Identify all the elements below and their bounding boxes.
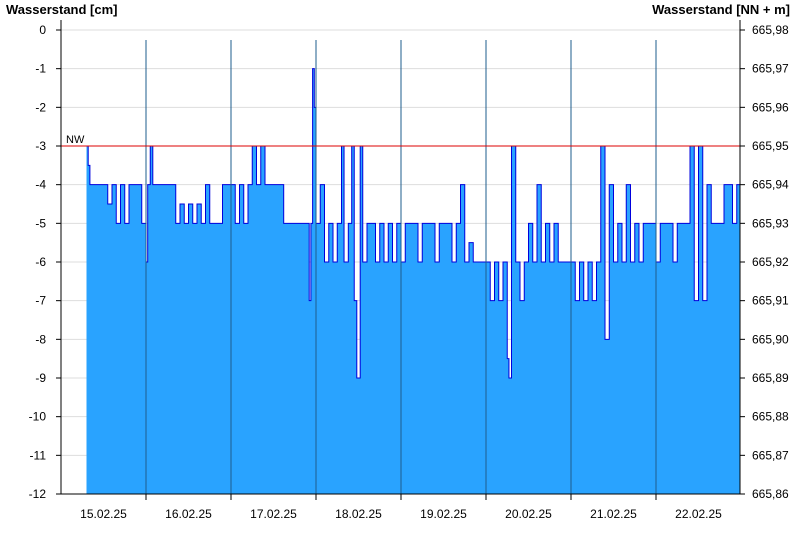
right-y-axis: 665,98 665,97 665,96 665,95 665,94 665,93 665,… xyxy=(739,20,789,501)
x-date-label: 20.02.25 xyxy=(505,507,552,521)
left-y-axis: 0 -1 -2 -3 -4 -5 -6 -7 -8 -9 -10 -11 -12 xyxy=(29,20,62,501)
right-tick-label: 665,97 xyxy=(752,62,789,76)
left-axis-title: Wasserstand [cm] xyxy=(6,2,118,17)
left-tick-label: -1 xyxy=(35,62,46,76)
right-tick-label: 665,86 xyxy=(752,487,789,501)
x-date-label: 15.02.25 xyxy=(80,507,127,521)
left-tick-label: -4 xyxy=(35,178,46,192)
left-tick-label: -9 xyxy=(35,371,46,385)
x-date-label: 17.02.25 xyxy=(250,507,297,521)
right-tick-label: 665,87 xyxy=(752,448,789,462)
area-series xyxy=(86,68,741,495)
left-tick-label: -6 xyxy=(35,255,46,269)
left-tick-label: -7 xyxy=(35,294,46,308)
left-tick-label: 0 xyxy=(39,23,46,37)
right-axis-title: Wasserstand [NN + m] xyxy=(652,2,790,17)
left-tick-label: -3 xyxy=(35,139,46,153)
right-tick-label: 665,98 xyxy=(752,23,789,37)
x-date-label: 21.02.25 xyxy=(590,507,637,521)
right-tick-label: 665,89 xyxy=(752,371,789,385)
left-tick-label: -2 xyxy=(35,100,46,114)
x-date-label: 16.02.25 xyxy=(165,507,212,521)
area-fill xyxy=(86,68,740,495)
nw-label: NW xyxy=(66,134,85,146)
right-tick-label: 665,93 xyxy=(752,216,789,230)
left-tick-label: -11 xyxy=(30,448,47,462)
right-tick-label: 665,95 xyxy=(752,139,789,153)
day-separators xyxy=(145,40,657,494)
x-axis: 15.02.25 16.02.25 17.02.25 18.02.25 19.02.25… xyxy=(61,493,740,521)
x-date-label: 22.02.25 xyxy=(675,507,722,521)
x-date-label: 19.02.25 xyxy=(420,507,467,521)
right-tick-label: 665,90 xyxy=(752,332,789,346)
right-tick-label: 665,88 xyxy=(752,410,789,424)
left-tick-label: -8 xyxy=(35,332,46,346)
right-tick-label: 665,92 xyxy=(752,255,789,269)
left-tick-label: -5 xyxy=(35,216,46,230)
right-tick-label: 665,91 xyxy=(752,294,789,308)
right-tick-label: 665,96 xyxy=(752,100,789,114)
left-tick-label: -12 xyxy=(29,487,47,501)
right-tick-label: 665,94 xyxy=(752,178,789,192)
left-tick-label: -10 xyxy=(29,410,47,424)
x-date-label: 18.02.25 xyxy=(335,507,382,521)
series-line xyxy=(86,68,741,379)
